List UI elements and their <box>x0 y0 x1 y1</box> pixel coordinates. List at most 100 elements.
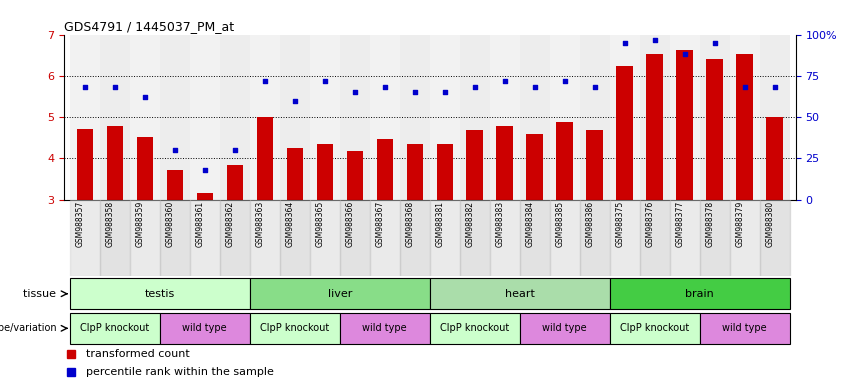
Bar <box>580 200 609 276</box>
Text: GSM988361: GSM988361 <box>196 201 205 247</box>
Bar <box>550 200 580 276</box>
Bar <box>647 55 663 200</box>
Bar <box>317 144 333 200</box>
Point <box>78 84 92 91</box>
Point <box>138 94 151 100</box>
Bar <box>400 200 430 276</box>
Point <box>198 167 212 173</box>
Bar <box>370 35 400 200</box>
Bar <box>136 137 153 200</box>
Bar <box>520 200 550 276</box>
Text: GSM988382: GSM988382 <box>465 201 475 247</box>
Text: GSM988366: GSM988366 <box>346 201 355 247</box>
Text: GSM988380: GSM988380 <box>766 201 774 247</box>
Text: GSM988384: GSM988384 <box>526 201 534 247</box>
Text: transformed count: transformed count <box>86 349 190 359</box>
Bar <box>496 126 513 200</box>
Bar <box>370 200 400 276</box>
Bar <box>580 35 609 200</box>
Bar <box>670 35 700 200</box>
Point <box>228 147 242 153</box>
Bar <box>460 200 489 276</box>
Point <box>738 84 751 91</box>
Bar <box>736 55 753 200</box>
Point <box>438 89 452 96</box>
Bar <box>460 35 489 200</box>
Text: GSM988367: GSM988367 <box>376 201 385 247</box>
Text: GSM988359: GSM988359 <box>136 201 145 247</box>
Bar <box>280 35 310 200</box>
Text: ClpP knockout: ClpP knockout <box>80 323 150 333</box>
Text: GSM988362: GSM988362 <box>226 201 235 247</box>
Bar <box>167 170 183 200</box>
Bar <box>616 66 633 200</box>
Bar <box>130 200 160 276</box>
Point <box>108 84 122 91</box>
Bar <box>437 144 453 200</box>
Bar <box>190 35 220 200</box>
Bar <box>226 165 243 200</box>
Text: GSM988365: GSM988365 <box>316 201 325 247</box>
Point <box>168 147 181 153</box>
Bar <box>220 200 250 276</box>
Bar <box>220 35 250 200</box>
Point <box>378 84 391 91</box>
Bar <box>609 278 790 310</box>
Bar <box>376 139 393 200</box>
Bar <box>340 313 430 344</box>
Bar <box>760 200 790 276</box>
Bar <box>400 35 430 200</box>
Text: GSM988368: GSM988368 <box>406 201 414 247</box>
Bar <box>407 144 423 200</box>
Bar <box>557 122 573 200</box>
Bar <box>280 200 310 276</box>
Bar <box>77 129 93 200</box>
Bar <box>729 35 760 200</box>
Bar <box>310 200 340 276</box>
Text: GSM988376: GSM988376 <box>646 201 654 247</box>
Bar <box>430 278 609 310</box>
Text: brain: brain <box>685 289 714 299</box>
Point <box>588 84 602 91</box>
Bar <box>550 35 580 200</box>
Point <box>528 84 541 91</box>
Bar <box>520 35 550 200</box>
Bar <box>70 200 100 276</box>
Bar <box>340 200 370 276</box>
Text: ClpP knockout: ClpP knockout <box>440 323 510 333</box>
Bar <box>346 151 363 200</box>
Text: GSM988358: GSM988358 <box>106 201 115 247</box>
Bar <box>70 278 250 310</box>
Text: liver: liver <box>328 289 352 299</box>
Bar <box>670 200 700 276</box>
Bar <box>609 200 640 276</box>
Bar <box>640 200 670 276</box>
Bar <box>130 35 160 200</box>
Point <box>408 89 421 96</box>
Text: GSM988385: GSM988385 <box>556 201 565 247</box>
Text: GSM988378: GSM988378 <box>705 201 715 247</box>
Text: GSM988360: GSM988360 <box>166 201 174 247</box>
Bar <box>700 35 729 200</box>
Bar <box>250 313 340 344</box>
Bar <box>489 200 520 276</box>
Text: wild type: wild type <box>182 323 227 333</box>
Bar <box>160 313 250 344</box>
Text: heart: heart <box>505 289 534 299</box>
Text: ClpP knockout: ClpP knockout <box>620 323 689 333</box>
Point <box>498 78 511 84</box>
Point <box>318 78 332 84</box>
Bar <box>70 35 100 200</box>
Point <box>288 98 301 104</box>
Text: GSM988363: GSM988363 <box>256 201 265 247</box>
Bar <box>310 35 340 200</box>
Text: GSM988377: GSM988377 <box>676 201 685 247</box>
Bar <box>767 117 783 200</box>
Bar <box>729 200 760 276</box>
Bar <box>250 35 280 200</box>
Bar <box>760 35 790 200</box>
Text: GSM988375: GSM988375 <box>616 201 625 247</box>
Bar <box>700 313 790 344</box>
Text: GSM988386: GSM988386 <box>585 201 595 247</box>
Bar <box>706 58 723 200</box>
